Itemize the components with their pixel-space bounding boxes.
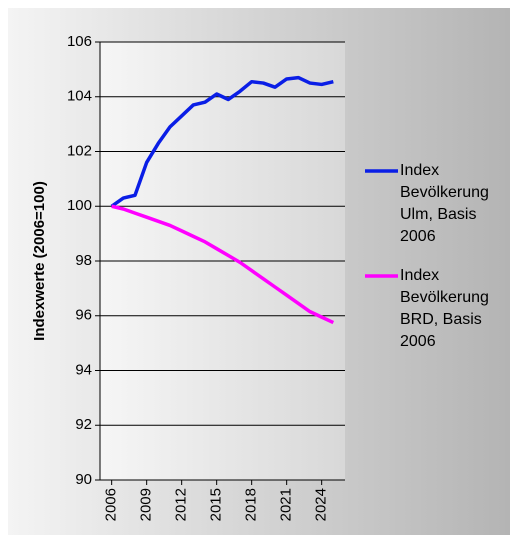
x-tick-label: 2006	[103, 488, 120, 521]
x-tick-label: 2009	[138, 488, 155, 521]
y-tick-label: 106	[67, 33, 92, 50]
x-tick-label: 2021	[278, 488, 295, 521]
x-tick-label: 2024	[313, 488, 330, 521]
x-tick-label: 2015	[208, 488, 225, 521]
y-tick-label: 90	[75, 471, 92, 488]
series-line	[110, 75, 334, 208]
legend-label: Index Bevölkerung Ulm, Basis 2006	[400, 162, 489, 245]
y-tick-label: 94	[75, 361, 92, 378]
x-tick-label: 2018	[243, 488, 260, 521]
y-axis-label: Indexwerte (2006=100)	[31, 181, 48, 341]
y-tick-label: 104	[67, 88, 92, 105]
y-tick-label: 100	[67, 197, 92, 214]
legend-label: Index Bevölkerung BRD, Basis 2006	[400, 267, 489, 350]
y-tick-label: 98	[75, 252, 92, 269]
y-tick-label: 102	[67, 142, 92, 159]
series-line	[111, 204, 335, 325]
x-tick-label: 2012	[173, 488, 190, 521]
y-tick-label: 92	[75, 416, 92, 433]
y-tick-label: 96	[75, 307, 92, 324]
